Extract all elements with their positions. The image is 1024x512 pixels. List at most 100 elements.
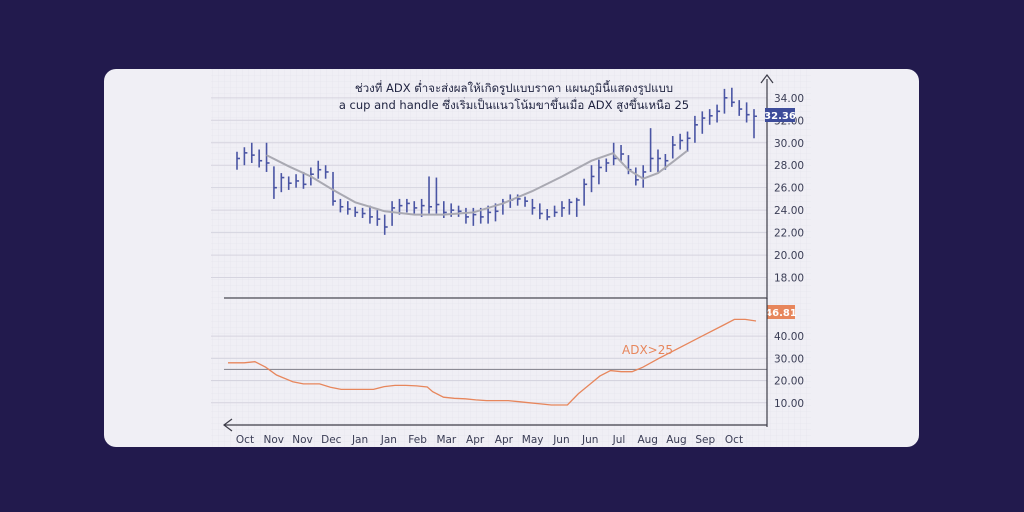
price-bar bbox=[731, 87, 735, 107]
price-axis-arrow-icon bbox=[760, 74, 774, 84]
price-last-value-badge bbox=[765, 108, 795, 122]
price-bar bbox=[635, 167, 639, 186]
price-bar bbox=[369, 205, 373, 224]
price-bar bbox=[406, 198, 410, 213]
x-axis-month-label: Oct bbox=[236, 434, 254, 446]
price-bar bbox=[295, 174, 300, 188]
price-bar bbox=[287, 176, 292, 190]
price-tick-label: 26.00 bbox=[774, 183, 804, 195]
price-bar bbox=[243, 147, 248, 166]
price-bar bbox=[391, 201, 396, 226]
price-bar bbox=[657, 149, 661, 172]
price-bar bbox=[465, 207, 469, 224]
price-bar bbox=[745, 102, 750, 123]
price-bar bbox=[435, 177, 440, 214]
price-bar bbox=[753, 109, 757, 139]
price-bar bbox=[539, 203, 543, 220]
price-tick-label: 18.00 bbox=[774, 273, 804, 285]
chart-card: ช่วงที่ ADX ต่ำจะส่งผลให้เกิดรูปแบบราคา … bbox=[104, 69, 919, 447]
price-bar bbox=[361, 207, 366, 219]
price-bar bbox=[383, 214, 388, 235]
price-bar bbox=[568, 198, 573, 215]
price-bar bbox=[598, 159, 602, 185]
adx-tick-label: 10.00 bbox=[774, 398, 804, 410]
x-axis-month-labels: Oct Nov Nov Dec Jan Jan Feb Mar Apr Apr May Jun Jun J… bbox=[236, 434, 743, 446]
adx-last-value-text: 46.81 bbox=[765, 308, 797, 319]
price-bar bbox=[561, 201, 565, 217]
price-bar bbox=[708, 109, 713, 125]
price-bar bbox=[413, 201, 418, 214]
price-bar bbox=[679, 133, 684, 150]
price-bar bbox=[553, 205, 558, 217]
x-axis-month-label: Mar bbox=[436, 434, 456, 446]
adx-tick-label: 20.00 bbox=[774, 376, 804, 388]
price-bar bbox=[236, 151, 240, 170]
price-bar bbox=[686, 131, 691, 152]
x-axis-month-label: Jan bbox=[351, 434, 368, 446]
x-axis-month-label: May bbox=[522, 434, 544, 446]
chart-title-line-2: a cup and handle ซึ่งเริ่มเป็นแนวโน้มขาข… bbox=[339, 97, 689, 112]
x-axis-month-label: Jul bbox=[612, 434, 626, 446]
x-axis-month-label: Jun bbox=[581, 434, 598, 446]
price-bar bbox=[346, 201, 351, 215]
price-bar bbox=[590, 165, 595, 193]
price-bar bbox=[620, 145, 625, 161]
x-axis-month-label: Aug bbox=[637, 434, 658, 446]
price-bar bbox=[671, 136, 676, 159]
price-bar bbox=[250, 142, 255, 163]
adx-tick-label: 30.00 bbox=[774, 353, 804, 365]
price-bar bbox=[258, 149, 263, 168]
price-bar bbox=[642, 165, 647, 188]
x-axis-month-label: Aug bbox=[666, 434, 687, 446]
price-bar bbox=[612, 142, 617, 166]
price-tick-label: 34.00 bbox=[774, 93, 804, 105]
price-bar bbox=[583, 178, 588, 206]
price-bar bbox=[273, 166, 277, 199]
plot-background bbox=[211, 69, 811, 447]
price-bar bbox=[716, 104, 721, 123]
price-bar bbox=[524, 196, 529, 207]
price-tick-label: 22.00 bbox=[774, 228, 804, 240]
cup-curve bbox=[266, 151, 615, 216]
price-bar bbox=[472, 207, 477, 226]
adx-annotation: ADX>25 bbox=[622, 343, 673, 357]
price-bar bbox=[428, 176, 433, 214]
price-bar bbox=[546, 209, 551, 221]
x-axis-month-label: Feb bbox=[408, 434, 427, 446]
price-bar bbox=[723, 88, 728, 114]
price-bar bbox=[605, 158, 610, 172]
price-bar bbox=[531, 198, 536, 215]
x-axis-month-label: Apr bbox=[466, 434, 485, 446]
adx-last-value-badge bbox=[767, 305, 795, 319]
x-axis-month-label: Nov bbox=[292, 434, 313, 446]
price-bar bbox=[302, 171, 307, 189]
price-bar bbox=[701, 111, 706, 134]
price-bar bbox=[376, 210, 381, 226]
price-bar bbox=[354, 206, 359, 217]
price-bar bbox=[694, 115, 698, 143]
price-bar bbox=[649, 128, 654, 172]
price-tick-label: 30.00 bbox=[774, 138, 804, 150]
x-axis-month-label: Dec bbox=[321, 434, 342, 446]
price-tick-label: 24.00 bbox=[774, 205, 804, 217]
price-last-value-text: 32.36 bbox=[764, 111, 796, 122]
handle-curve bbox=[612, 149, 689, 180]
price-tick-label: 20.00 bbox=[774, 250, 804, 262]
chart-svg: ช่วงที่ ADX ต่ำจะส่งผลให้เกิดรูปแบบราคา … bbox=[211, 69, 811, 447]
price-bar bbox=[339, 198, 344, 213]
x-axis-month-label: Sep bbox=[695, 434, 715, 446]
adx-line bbox=[228, 318, 757, 406]
price-bar bbox=[280, 173, 285, 193]
price-bar bbox=[575, 197, 580, 217]
price-bar bbox=[265, 142, 270, 172]
adx-gridlines bbox=[211, 335, 767, 404]
price-bar bbox=[317, 160, 322, 179]
x-axis-month-label: Apr bbox=[495, 434, 514, 446]
adx-tick-label: 40.00 bbox=[774, 331, 804, 343]
price-bar bbox=[738, 100, 743, 116]
x-axis-month-label: Oct bbox=[725, 434, 743, 446]
adx-axis-ticks: 40.00 30.00 20.00 10.00 bbox=[774, 331, 804, 410]
price-bar bbox=[324, 165, 329, 179]
x-axis-arrow-icon bbox=[223, 418, 233, 432]
price-bar bbox=[457, 205, 462, 217]
